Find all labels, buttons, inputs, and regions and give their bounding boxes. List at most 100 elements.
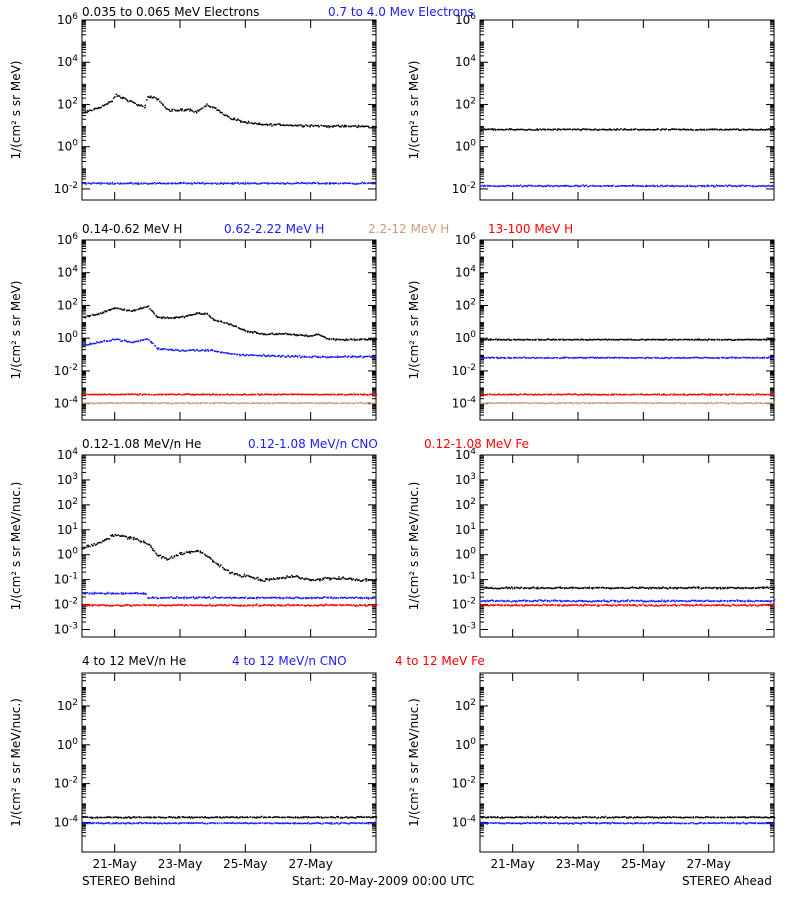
row4-left-series-4-to-12-mev-n-cno [82, 821, 377, 825]
row4-right-series-4-to-12-mev-n-cno [480, 821, 775, 825]
row1-title-1: 0.035 to 0.065 MeV Electrons [82, 5, 260, 19]
row1-left-series-0-7-to-4-0-mev-electrons [82, 181, 377, 185]
row4-right-ytick-label: 10-4 [452, 814, 477, 829]
row4-right-xtick-label: 25-May [621, 857, 665, 871]
row2-right-frame [479, 239, 775, 421]
footer-center-label: Start: 20-May-2009 00:00 UTC [292, 874, 475, 888]
row4-right-xtick-label: 21-May [490, 857, 534, 871]
row3-left-ytick-label: 10-1 [54, 572, 78, 587]
row4-left-ytick-label: 10-2 [54, 776, 78, 791]
row3-title-2: 0.12-1.08 MeV/n CNO [248, 437, 378, 451]
row3-right-ytick-label: 104 [455, 447, 476, 462]
row1-left-ytick-label: 102 [57, 96, 78, 111]
row4-right-xtick-label: 27-May [686, 857, 730, 871]
row4-right-ytick-label: 100 [455, 737, 476, 752]
row2-left-ytick-label: 106 [57, 232, 78, 247]
row2-right-series-2-2-12-mev-h [480, 401, 776, 405]
row3-left-ytick-label: 102 [57, 497, 78, 512]
row2-right-ytick-label: 10-4 [452, 396, 477, 411]
row1-right-ytick-label: 106 [455, 12, 476, 27]
row2-left-ytick-label: 104 [57, 265, 78, 280]
row2-left-ytick-label: 10-2 [54, 363, 78, 378]
row3-left-ytick-label: 10-2 [54, 597, 78, 612]
row3-right-ylabel: 1/(cm² s sr MeV/nuc.) [407, 482, 421, 611]
row1-left-ytick-label: 104 [57, 54, 78, 69]
row3-left-ytick-label: 103 [57, 472, 78, 487]
row4-left-frame [81, 672, 377, 853]
row3-left-series-0-12-1-08-mev-n-he [82, 533, 377, 583]
row2-right-ylabel: 1/(cm² s sr MeV) [407, 281, 421, 380]
row3-left-ytick-label: 104 [57, 447, 78, 462]
row3-right-ytick-label: 10-1 [452, 572, 476, 587]
row4-title-2: 4 to 12 MeV/n CNO [232, 654, 347, 668]
row2-title-2: 0.62-2.22 MeV H [224, 222, 325, 236]
row4-right-frame [479, 672, 775, 853]
row4-right-ylabel: 1/(cm² s sr MeV/nuc.) [407, 698, 421, 827]
row4-left-ylabel: 1/(cm² s sr MeV/nuc.) [9, 698, 23, 827]
row3-left-frame [81, 454, 377, 638]
row4-title-3: 4 to 12 MeV Fe [395, 654, 485, 668]
row1-right-frame [479, 19, 775, 201]
footer-right-label: STEREO Ahead [682, 874, 772, 888]
row4-left-ytick-label: 102 [57, 698, 78, 713]
row2-left-series-0-62-2-22-mev-h [82, 338, 377, 359]
row3-right-ytick-label: 102 [455, 497, 476, 512]
row3-right-series-0-12-1-08-mev-n-cno [480, 599, 776, 603]
row4-right-xtick-label: 23-May [556, 857, 600, 871]
row2-title-3: 2.2-12 MeV H [368, 222, 450, 236]
row4-left-ytick-label: 10-4 [54, 814, 79, 829]
row2-left-ytick-label: 100 [57, 330, 78, 345]
row2-right-ytick-label: 100 [455, 330, 476, 345]
row1-right-series-0-7-to-4-0-mev-electrons [480, 184, 775, 188]
row2-left-series-0-14-0-62-mev-h [83, 305, 378, 342]
row2-right-ytick-label: 102 [455, 297, 476, 312]
row1-title-2: 0.7 to 4.0 Mev Electrons [328, 5, 474, 19]
row1-left-ytick-label: 10-2 [54, 181, 78, 196]
row3-right-ytick-label: 100 [455, 547, 476, 562]
row2-right-ytick-label: 106 [455, 232, 476, 247]
row3-left-series-0-12-1-08-mev-fe [82, 603, 378, 607]
row4-title-1: 4 to 12 MeV/n He [82, 654, 187, 668]
row1-left-series-0-035-to-0-065-mev-electrons [82, 93, 377, 129]
row2-left-frame [81, 239, 377, 421]
row2-left-ylabel: 1/(cm² s sr MeV) [9, 281, 23, 380]
row3-right-series-0-12-1-08-mev-n-he [480, 586, 775, 590]
row3-left-ytick-label: 100 [57, 547, 78, 562]
row4-left-xtick-label: 25-May [223, 857, 267, 871]
row1-right-ytick-label: 104 [455, 54, 476, 69]
row3-title-3: 0.12-1.08 MeV Fe [424, 437, 529, 451]
row4-left-ytick-label: 100 [57, 737, 78, 752]
row1-right-ytick-label: 10-2 [452, 181, 476, 196]
row4-right-ytick-label: 102 [455, 698, 476, 713]
row3-right-frame [479, 454, 775, 638]
row1-left-frame [81, 19, 377, 201]
row2-right-series-0-62-2-22-mev-h [480, 356, 775, 360]
row2-right-ytick-label: 10-2 [452, 363, 476, 378]
row3-left-ytick-label: 10-3 [54, 621, 78, 636]
row3-left-ytick-label: 101 [57, 522, 78, 537]
row3-right-ytick-label: 103 [455, 472, 476, 487]
row1-left-ylabel: 1/(cm² s sr MeV) [9, 61, 23, 160]
row1-right-series-0-035-to-0-065-mev-electrons [480, 128, 776, 132]
row2-left-ytick-label: 10-4 [54, 396, 79, 411]
row2-left-series-2-2-12-mev-h [82, 401, 378, 405]
row4-right-ytick-label: 10-2 [452, 776, 476, 791]
row2-right-series-13-100-mev-h [480, 393, 775, 396]
row3-left-ylabel: 1/(cm² s sr MeV/nuc.) [9, 482, 23, 611]
row2-left-series-13-100-mev-h [82, 393, 378, 396]
row4-left-series-4-to-12-mev-n-he [82, 815, 378, 819]
row4-left-xtick-label: 21-May [92, 857, 136, 871]
row4-right-series-4-to-12-mev-n-he [480, 815, 776, 819]
row1-left-ytick-label: 106 [57, 12, 78, 27]
row2-title-4: 13-100 MeV H [488, 222, 574, 236]
row1-right-ytick-label: 102 [455, 96, 476, 111]
row3-title-1: 0.12-1.08 MeV/n He [82, 437, 202, 451]
row4-left-xtick-label: 27-May [288, 857, 332, 871]
row3-left-series-0-12-1-08-mev-n-cno [83, 591, 377, 600]
row1-left-ytick-label: 100 [57, 139, 78, 154]
row4-left-xtick-label: 23-May [158, 857, 202, 871]
footer-left-label: STEREO Behind [82, 874, 176, 888]
row3-right-ytick-label: 10-2 [452, 597, 476, 612]
